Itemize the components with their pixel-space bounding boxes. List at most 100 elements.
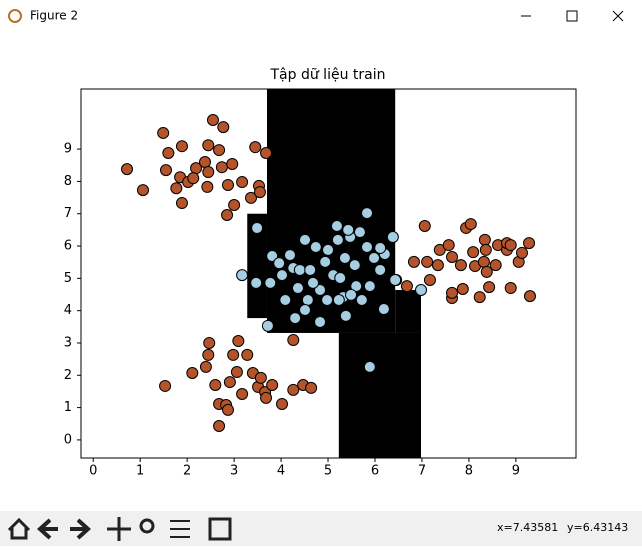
point xyxy=(523,237,536,250)
point xyxy=(136,184,149,197)
point xyxy=(253,186,266,199)
maximize-button[interactable] xyxy=(566,10,578,22)
save-button[interactable] xyxy=(208,517,232,541)
point xyxy=(162,146,175,159)
point xyxy=(254,371,267,384)
configure-button[interactable] xyxy=(170,520,190,538)
point xyxy=(121,163,134,176)
toolbar-buttons xyxy=(7,517,232,541)
pan-button[interactable] xyxy=(107,517,131,541)
status-x: x=7.43581 xyxy=(497,521,558,534)
point xyxy=(489,259,502,272)
point xyxy=(203,336,216,349)
zoom-button[interactable] xyxy=(139,518,155,534)
x-tick-label: 7 xyxy=(418,464,426,479)
point xyxy=(186,367,199,380)
point xyxy=(454,259,467,272)
x-tick-label: 6 xyxy=(371,464,379,479)
x-tick-label: 1 xyxy=(136,464,144,479)
point xyxy=(331,233,344,246)
status-y: y=6.43143 xyxy=(567,521,628,534)
y-tick-label: 2 xyxy=(64,368,72,383)
point xyxy=(446,251,459,264)
y-tick-label: 6 xyxy=(64,239,72,254)
point xyxy=(266,250,279,263)
point xyxy=(232,335,245,348)
point xyxy=(361,207,374,220)
x-tick-label: 5 xyxy=(324,464,332,479)
home-button[interactable] xyxy=(7,517,31,540)
point xyxy=(279,293,292,306)
point xyxy=(479,243,492,256)
point xyxy=(266,378,279,391)
point xyxy=(322,243,335,256)
x-tick-label: 9 xyxy=(512,464,520,479)
point xyxy=(213,144,226,157)
point xyxy=(348,259,361,272)
x-tick-label: 8 xyxy=(465,464,473,479)
point xyxy=(386,230,399,243)
point xyxy=(473,291,486,304)
point xyxy=(175,197,188,210)
point xyxy=(464,218,477,231)
decision-region xyxy=(338,332,422,458)
y-tick-label: 0 xyxy=(64,432,72,447)
point xyxy=(287,383,300,396)
point xyxy=(251,221,264,234)
point xyxy=(407,255,420,268)
point xyxy=(339,309,352,322)
point xyxy=(368,251,381,264)
point xyxy=(157,126,170,139)
y-tick-label: 3 xyxy=(64,335,72,350)
point xyxy=(299,304,312,317)
forward-button[interactable] xyxy=(70,518,91,540)
point xyxy=(446,286,459,299)
point xyxy=(431,259,444,272)
y-tick-label: 1 xyxy=(64,400,72,415)
y-tick-label: 9 xyxy=(64,142,72,157)
point xyxy=(228,198,241,211)
point xyxy=(209,378,222,391)
point xyxy=(299,233,312,246)
point xyxy=(374,263,387,276)
point xyxy=(442,239,455,252)
point xyxy=(423,273,436,286)
decision-region xyxy=(247,213,267,319)
point xyxy=(332,293,345,306)
point xyxy=(523,290,536,303)
app-icon xyxy=(8,9,22,23)
point xyxy=(314,283,327,296)
point xyxy=(221,403,234,416)
point xyxy=(159,379,172,392)
point xyxy=(309,241,322,254)
point xyxy=(202,166,215,179)
point xyxy=(245,191,258,204)
point xyxy=(321,293,334,306)
point xyxy=(201,180,214,193)
x-tick-label: 4 xyxy=(277,464,285,479)
point xyxy=(287,334,300,347)
point xyxy=(478,233,491,246)
point xyxy=(276,398,289,411)
point xyxy=(304,263,317,276)
close-button[interactable] xyxy=(612,10,624,22)
point xyxy=(319,255,332,268)
point xyxy=(314,315,327,328)
point xyxy=(421,255,434,268)
point xyxy=(221,209,234,222)
back-button[interactable] xyxy=(37,518,58,540)
point xyxy=(230,366,243,379)
point xyxy=(350,280,363,293)
point xyxy=(261,319,274,332)
point xyxy=(202,348,215,361)
point xyxy=(363,280,376,293)
point xyxy=(217,121,230,134)
point xyxy=(418,220,431,233)
point xyxy=(334,272,347,285)
point xyxy=(249,141,262,154)
point xyxy=(226,157,239,170)
y-tick-label: 8 xyxy=(64,174,72,189)
x-tick-label: 3 xyxy=(230,464,238,479)
